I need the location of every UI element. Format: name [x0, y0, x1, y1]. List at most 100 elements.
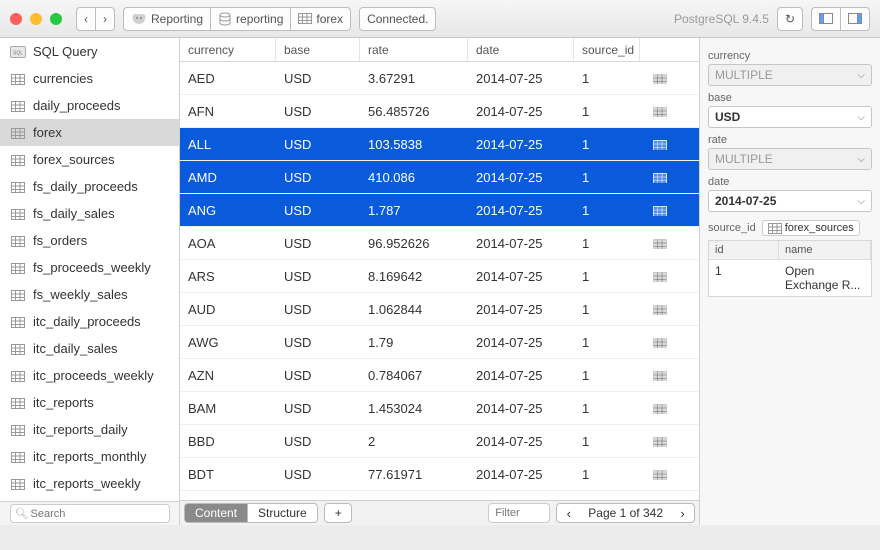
table-row[interactable]: AZNUSD0.7840672014-07-251	[180, 359, 699, 392]
breadcrumb-reporting[interactable]: reporting	[210, 7, 290, 31]
row-detail-icon[interactable]	[640, 370, 680, 381]
row-detail-icon[interactable]	[640, 403, 680, 414]
cell-rate: 8.169642	[360, 269, 468, 284]
table-row[interactable]: BAMUSD1.4530242014-07-251	[180, 392, 699, 425]
db-version-label: PostgreSQL 9.4.5	[674, 12, 769, 26]
table-row[interactable]: AFNUSD56.4857262014-07-251	[180, 95, 699, 128]
table-icon	[768, 223, 782, 234]
column-header-currency[interactable]: currency	[180, 38, 276, 61]
sidebar-item-fs-orders[interactable]: fs_orders	[0, 227, 179, 254]
inspector-label-date: date	[708, 176, 872, 188]
column-header-rate[interactable]: rate	[360, 38, 468, 61]
row-detail-icon[interactable]	[640, 106, 680, 117]
sidebar-item-itc-proceeds-weekly[interactable]: itc_proceeds_weekly	[0, 362, 179, 389]
column-header-date[interactable]: date	[468, 38, 574, 61]
table-icon	[10, 154, 26, 165]
sidebar-item-itc-reports[interactable]: itc_reports	[0, 389, 179, 416]
back-button[interactable]: ‹	[76, 7, 95, 31]
row-detail-icon[interactable]	[640, 337, 680, 348]
breadcrumb-reporting[interactable]: Reporting	[123, 7, 210, 31]
breadcrumb-label: forex	[316, 12, 343, 26]
sidebar-item-forex-sources[interactable]: forex_sources	[0, 146, 179, 173]
table-row[interactable]: BBDUSD22014-07-251	[180, 425, 699, 458]
mini-col-id[interactable]: id	[709, 241, 779, 259]
forward-button[interactable]: ›	[95, 7, 115, 31]
breadcrumb: Reportingreporting forex	[123, 7, 351, 31]
row-detail-icon[interactable]	[640, 205, 680, 216]
prev-page-button[interactable]: ‹	[556, 503, 580, 523]
row-detail-icon[interactable]	[640, 238, 680, 249]
sidebar-item-fs-proceeds-weekly[interactable]: fs_proceeds_weekly	[0, 254, 179, 281]
table-row[interactable]: AWGUSD1.792014-07-251	[180, 326, 699, 359]
column-header-source_id[interactable]: source_id	[574, 38, 640, 61]
sidebar-item-fs-weekly-sales[interactable]: fs_weekly_sales	[0, 281, 179, 308]
sidebar-item-SQL Query[interactable]: SQLSQL Query	[0, 38, 179, 65]
close-window-button[interactable]	[10, 13, 22, 25]
sidebar-search-input[interactable]	[10, 504, 170, 523]
cell-currency: ARS	[180, 269, 276, 284]
cell-rate: 0.784067	[360, 368, 468, 383]
cell-base: USD	[276, 335, 360, 350]
cell-source_id: 1	[574, 368, 640, 383]
table-row[interactable]: ANGUSD1.7872014-07-251	[180, 194, 699, 227]
cell-rate: 1.453024	[360, 401, 468, 416]
row-detail-icon[interactable]	[640, 172, 680, 183]
table-row[interactable]: ARSUSD8.1696422014-07-251	[180, 260, 699, 293]
table-row[interactable]: AMDUSD410.0862014-07-251	[180, 161, 699, 194]
table-row[interactable]: ALLUSD103.58382014-07-251	[180, 128, 699, 161]
mini-col-name[interactable]: name	[779, 241, 871, 259]
sidebar-item-itc-reports-daily[interactable]: itc_reports_daily	[0, 416, 179, 443]
sidebar-item-fs-daily-proceeds[interactable]: fs_daily_proceeds	[0, 173, 179, 200]
row-detail-icon[interactable]	[640, 73, 680, 84]
sidebar-item-itc-reports-weekly[interactable]: itc_reports_weekly	[0, 470, 179, 497]
next-page-button[interactable]: ›	[671, 503, 695, 523]
toggle-left-panel-button[interactable]	[811, 7, 840, 31]
cell-source_id: 1	[574, 137, 640, 152]
table-row[interactable]: BGNUSD1.4525432014-07-251	[180, 491, 699, 500]
inspector-label-rate: rate	[708, 134, 872, 146]
add-row-button[interactable]: +	[324, 503, 352, 523]
table-row[interactable]: AEDUSD3.672912014-07-251	[180, 62, 699, 95]
inspector-field-date[interactable]: 2014-07-25⌵	[708, 190, 872, 212]
content-tab[interactable]: Content	[184, 503, 247, 523]
cell-currency: AMD	[180, 170, 276, 185]
table-row[interactable]: AOAUSD96.9526262014-07-251	[180, 227, 699, 260]
row-detail-icon[interactable]	[640, 436, 680, 447]
row-detail-icon[interactable]	[640, 469, 680, 480]
inspector-value: MULTIPLE	[715, 68, 773, 82]
cell-source_id: 1	[574, 71, 640, 86]
table-row[interactable]: BDTUSD77.619712014-07-251	[180, 458, 699, 491]
maximize-window-button[interactable]	[50, 13, 62, 25]
inspector-panel: currencyMULTIPLE⌵baseUSD⌵rateMULTIPLE⌵da…	[700, 38, 880, 525]
toggle-right-panel-button[interactable]	[840, 7, 870, 31]
inspector-field-rate[interactable]: MULTIPLE⌵	[708, 148, 872, 170]
cell-date: 2014-07-25	[468, 104, 574, 119]
mini-row[interactable]: 1Open Exchange R...	[709, 260, 871, 296]
table-row[interactable]: AUDUSD1.0628442014-07-251	[180, 293, 699, 326]
sidebar-item-itc-reports-monthly[interactable]: itc_reports_monthly	[0, 443, 179, 470]
refresh-button[interactable]: ↻	[777, 7, 803, 31]
sidebar-item-fs-daily-sales[interactable]: fs_daily_sales	[0, 200, 179, 227]
row-detail-icon[interactable]	[640, 304, 680, 315]
sidebar-item-daily-proceeds[interactable]: daily_proceeds	[0, 92, 179, 119]
row-detail-icon[interactable]	[640, 271, 680, 282]
filter-input[interactable]	[488, 503, 550, 523]
structure-tab[interactable]: Structure	[247, 503, 318, 523]
row-detail-icon[interactable]	[640, 139, 680, 150]
sidebar-item-itc-daily-sales[interactable]: itc_daily_sales	[0, 335, 179, 362]
cell-base: USD	[276, 203, 360, 218]
sidebar-item-itc-daily-proceeds[interactable]: itc_daily_proceeds	[0, 308, 179, 335]
cell-rate: 77.61971	[360, 467, 468, 482]
breadcrumb-forex[interactable]: forex	[290, 7, 351, 31]
inspector-field-currency[interactable]: MULTIPLE⌵	[708, 64, 872, 86]
cell-date: 2014-07-25	[468, 401, 574, 416]
sidebar-item-forex[interactable]: forex	[0, 119, 179, 146]
cell-source_id: 1	[574, 104, 640, 119]
source-table-tag[interactable]: forex_sources	[762, 220, 860, 236]
cell-date: 2014-07-25	[468, 71, 574, 86]
svg-text:SQL: SQL	[13, 50, 23, 56]
inspector-field-base[interactable]: USD⌵	[708, 106, 872, 128]
column-header-base[interactable]: base	[276, 38, 360, 61]
minimize-window-button[interactable]	[30, 13, 42, 25]
sidebar-item-currencies[interactable]: currencies	[0, 65, 179, 92]
